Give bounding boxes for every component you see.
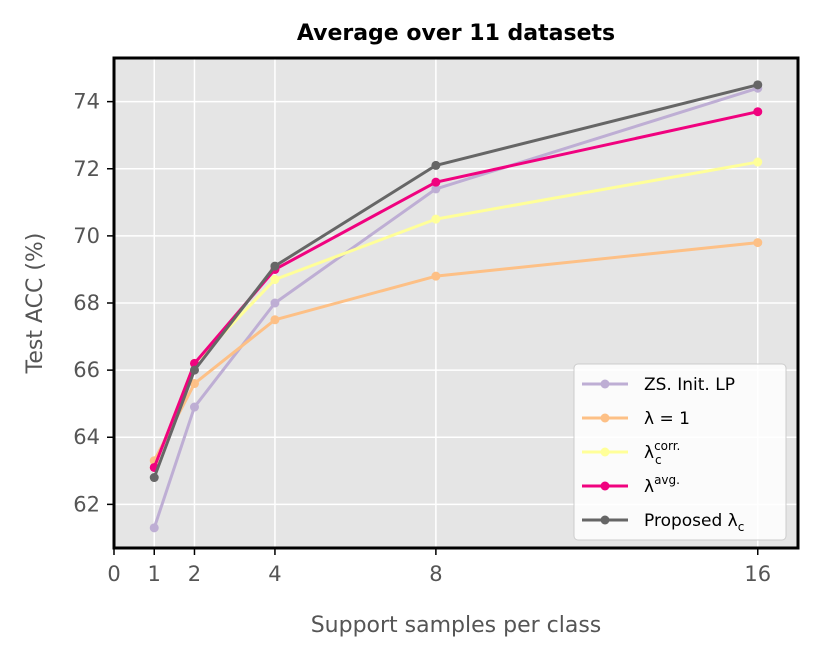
y-tick-label: 64 [73, 425, 100, 449]
x-tick-label: 8 [429, 562, 442, 586]
legend-label-superscript: corr. [654, 439, 680, 453]
data-point [149, 473, 159, 483]
legend-item: λ = 1 [582, 409, 690, 429]
data-point [431, 184, 441, 194]
y-tick-label: 68 [73, 291, 100, 315]
data-point [431, 271, 441, 281]
data-point [189, 379, 199, 389]
data-point [270, 261, 280, 271]
data-point [189, 402, 199, 412]
x-tick-label: 2 [188, 562, 201, 586]
y-axis-ticks: 62 64 66 68 70 72 74 [73, 90, 114, 516]
data-point [753, 238, 763, 248]
legend-label-subscript: c [655, 453, 662, 467]
legend-label-base: λ = 1 [644, 409, 690, 429]
data-point [431, 160, 441, 170]
x-tick-label: 1 [148, 562, 161, 586]
legend-box [573, 363, 787, 541]
legend-item: λcorr. c [582, 439, 680, 467]
legend-item: λavg. [582, 473, 680, 497]
legend-label: λcorr. c [644, 439, 680, 467]
y-axis-label: Test ACC (%) [23, 233, 48, 375]
y-tick-label: 72 [73, 157, 100, 181]
data-point [753, 80, 763, 90]
y-tick-label: 70 [73, 224, 100, 248]
legend-label-subscript: c [738, 520, 745, 534]
legend-label-base: ZS. Init. LP [644, 375, 735, 395]
legend-label: λ = 1 [644, 409, 690, 429]
data-point [149, 523, 159, 533]
data-point [431, 214, 441, 224]
data-point [270, 298, 280, 308]
data-point [270, 315, 280, 325]
data-point [270, 275, 280, 285]
legend-label: λavg. [644, 473, 680, 497]
legend-item: ZS. Init. LP [582, 375, 735, 395]
legend-label: ZS. Init. LP [644, 375, 735, 395]
y-tick-label: 66 [73, 358, 100, 382]
legend-label-base: λ [644, 443, 654, 463]
x-tick-label: 16 [744, 562, 771, 586]
x-tick-label: 4 [268, 562, 281, 586]
series-group [149, 80, 763, 533]
x-axis-ticks: 0 1 2 4 8 16 [107, 548, 771, 586]
x-axis-label: Support samples per class [311, 613, 602, 638]
data-point [189, 365, 199, 375]
legend-label-base: λ [644, 477, 654, 497]
data-point [431, 177, 441, 187]
y-tick-label: 62 [73, 492, 100, 516]
legend-swatch-marker [600, 447, 610, 457]
data-point [753, 157, 763, 167]
x-tick-label: 0 [107, 562, 120, 586]
chart-title: Average over 11 datasets [297, 21, 615, 46]
legend-swatch-marker [600, 379, 610, 389]
legend-label: Proposed λc [644, 511, 744, 534]
legend-label-base: Proposed λ [644, 511, 738, 531]
legend-swatch-marker [600, 515, 610, 525]
legend-item: Proposed λc [582, 511, 744, 534]
y-tick-label: 74 [73, 90, 100, 114]
series-4 [149, 80, 763, 483]
data-point [753, 107, 763, 117]
legend-swatch-marker [600, 413, 610, 423]
legend-label-superscript: avg. [654, 473, 680, 487]
legend-swatch-marker [600, 481, 610, 491]
